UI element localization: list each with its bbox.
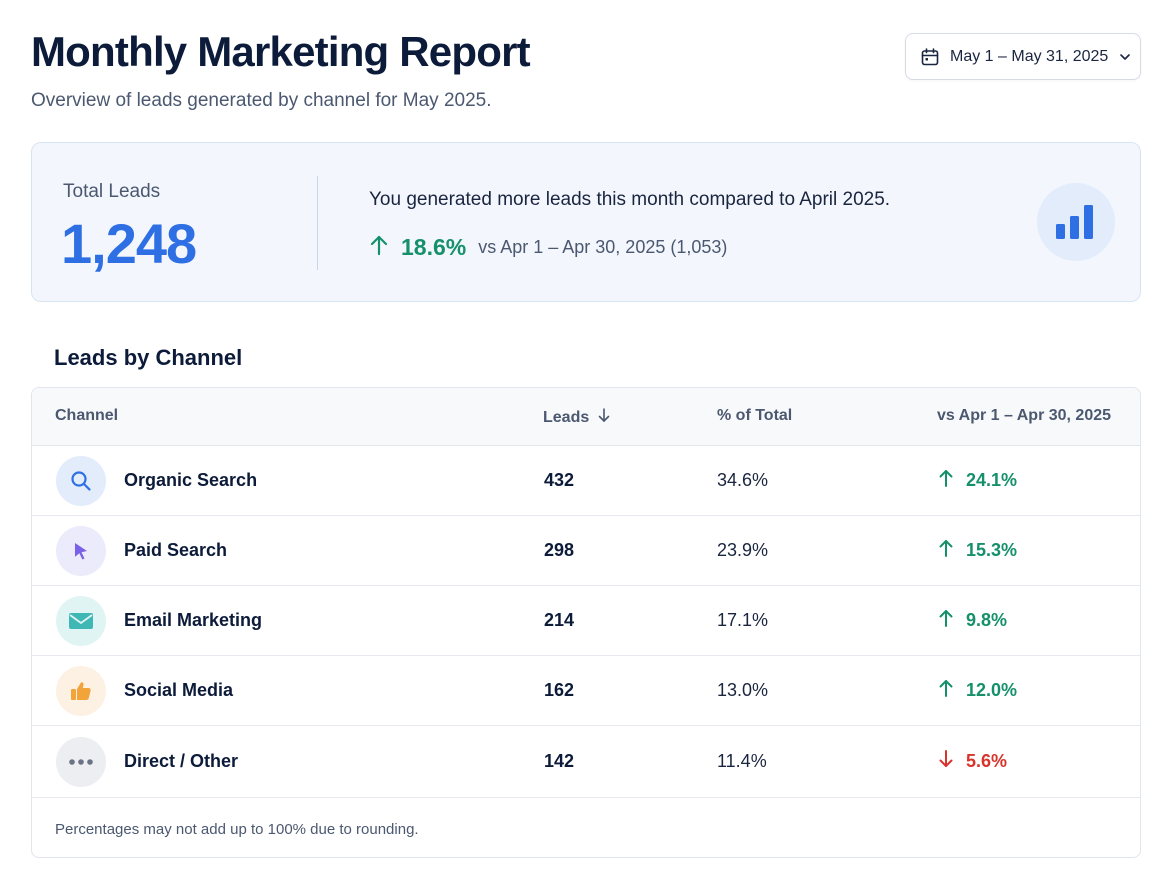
table-footnote: Percentages may not add up to 100% due t… bbox=[55, 821, 419, 838]
change-vs-april: 9.8% bbox=[938, 608, 1007, 633]
page-subtitle: Overview of leads generated by channel f… bbox=[31, 90, 492, 111]
change-vs-april: 24.1% bbox=[938, 468, 1017, 493]
table-header: Channel Leads % of Total vs Apr 1 – Apr … bbox=[32, 388, 1140, 446]
column-header-leads[interactable]: Leads bbox=[543, 407, 611, 428]
column-header-share[interactable]: % of Total bbox=[717, 407, 793, 424]
arrow-up-icon bbox=[369, 234, 389, 261]
arrow-up-icon bbox=[938, 608, 954, 633]
thumbs-up-icon bbox=[56, 666, 106, 716]
leads-count: 298 bbox=[544, 540, 575, 560]
summary-divider bbox=[317, 176, 318, 270]
more-dots-icon bbox=[56, 737, 106, 787]
summary-change-percent: 18.6% bbox=[401, 234, 467, 260]
arrow-up-icon bbox=[938, 678, 954, 703]
arrow-up-icon bbox=[938, 468, 954, 493]
envelope-icon bbox=[56, 596, 106, 646]
percent-of-total: 13.0% bbox=[717, 680, 769, 700]
summary-change: 18.6% vs Apr 1 – Apr 30, 2025 (1,053) bbox=[369, 234, 727, 261]
date-range-label: May 1 – May 31, 2025 bbox=[950, 47, 1109, 65]
table-row[interactable]: Direct / Other 142 11.4% 5.6% bbox=[32, 726, 1140, 798]
date-range-picker[interactable]: May 1 – May 31, 2025 bbox=[905, 33, 1141, 80]
summary-message: You generated more leads this month comp… bbox=[369, 189, 891, 210]
arrow-up-icon bbox=[938, 538, 954, 563]
percent-of-total: 23.9% bbox=[717, 540, 769, 560]
search-icon bbox=[56, 456, 106, 506]
change-vs-april: 5.6% bbox=[938, 749, 1007, 774]
calendar-icon bbox=[920, 47, 940, 67]
cursor-icon bbox=[56, 526, 106, 576]
channel-name: Paid Search bbox=[124, 540, 228, 560]
leads-count: 142 bbox=[544, 751, 575, 771]
leads-by-channel-title: Leads by Channel bbox=[54, 345, 243, 370]
leads-count: 214 bbox=[544, 610, 575, 630]
leads-by-channel-table: Channel Leads % of Total vs Apr 1 – Apr … bbox=[31, 387, 1141, 858]
total-leads-card: Total Leads 1,248 You generated more lea… bbox=[31, 142, 1141, 302]
channel-name: Organic Search bbox=[124, 470, 258, 490]
channel-name: Direct / Other bbox=[124, 751, 239, 771]
sort-descending-icon bbox=[597, 407, 611, 428]
channel-name: Social Media bbox=[124, 680, 234, 700]
chevron-down-icon bbox=[1118, 50, 1132, 64]
table-row[interactable]: Email Marketing 214 17.1% 9.8% bbox=[32, 586, 1140, 656]
change-vs-april: 15.3% bbox=[938, 538, 1017, 563]
leads-count: 162 bbox=[544, 680, 575, 700]
total-leads-label: Total Leads bbox=[63, 181, 161, 202]
percent-of-total: 17.1% bbox=[717, 610, 769, 630]
summary-comparison: vs Apr 1 – Apr 30, 2025 (1,053) bbox=[478, 237, 728, 257]
table-row[interactable]: Paid Search 298 23.9% 15.3% bbox=[32, 516, 1140, 586]
change-vs-april: 12.0% bbox=[938, 678, 1017, 703]
percent-of-total: 34.6% bbox=[717, 470, 769, 490]
table-row[interactable]: Organic Search 432 34.6% 24.1% bbox=[32, 446, 1140, 516]
total-leads-value: 1,248 bbox=[61, 212, 197, 275]
arrow-down-icon bbox=[938, 749, 954, 774]
channel-name: Email Marketing bbox=[124, 610, 263, 630]
percent-of-total: 11.4% bbox=[717, 751, 767, 771]
bar-chart-icon bbox=[1037, 183, 1115, 261]
table-row[interactable]: Social Media 162 13.0% 12.0% bbox=[32, 656, 1140, 726]
page-title: Monthly Marketing Report bbox=[31, 28, 531, 75]
column-header-comparison[interactable]: vs Apr 1 – Apr 30, 2025 bbox=[937, 407, 1112, 424]
leads-count: 432 bbox=[544, 470, 575, 490]
column-header-channel[interactable]: Channel bbox=[55, 407, 119, 424]
